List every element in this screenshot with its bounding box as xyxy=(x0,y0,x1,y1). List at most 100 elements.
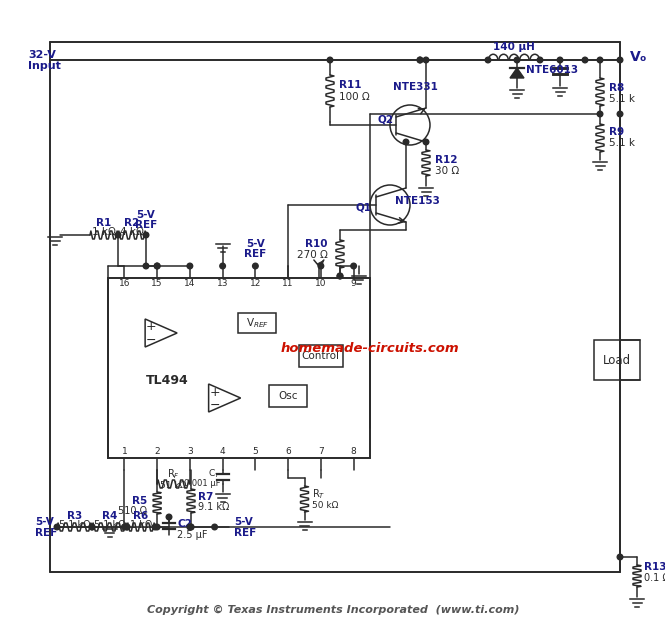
Circle shape xyxy=(318,263,324,269)
Bar xyxy=(238,313,277,333)
Circle shape xyxy=(485,57,491,63)
Circle shape xyxy=(152,524,158,530)
Circle shape xyxy=(143,263,149,269)
Text: R2: R2 xyxy=(124,218,140,228)
Text: R12: R12 xyxy=(435,155,458,165)
Circle shape xyxy=(188,524,194,530)
Circle shape xyxy=(537,57,543,63)
Text: Control: Control xyxy=(302,351,340,361)
Text: 13: 13 xyxy=(217,280,228,288)
Text: 9: 9 xyxy=(350,280,356,288)
Text: 4: 4 xyxy=(220,447,225,456)
Text: 50 kΩ: 50 kΩ xyxy=(313,502,339,510)
Text: NTE153: NTE153 xyxy=(395,196,440,206)
Circle shape xyxy=(154,263,160,269)
Circle shape xyxy=(188,524,194,530)
Text: 2.5 μF: 2.5 μF xyxy=(177,530,207,540)
Circle shape xyxy=(122,524,127,530)
Text: R5: R5 xyxy=(132,496,147,506)
Circle shape xyxy=(166,514,172,520)
Text: 0.001 μF: 0.001 μF xyxy=(184,478,221,488)
Text: Vₒ: Vₒ xyxy=(630,50,648,64)
Text: R6: R6 xyxy=(134,511,148,521)
Text: 5-V: 5-V xyxy=(246,239,265,249)
Circle shape xyxy=(557,57,563,63)
Text: 7: 7 xyxy=(318,447,324,456)
Circle shape xyxy=(253,263,258,269)
Circle shape xyxy=(597,57,602,63)
Circle shape xyxy=(89,524,95,530)
Bar xyxy=(269,385,307,407)
Circle shape xyxy=(220,263,225,269)
Circle shape xyxy=(423,57,429,63)
Circle shape xyxy=(417,57,423,63)
Text: V$_{REF}$: V$_{REF}$ xyxy=(246,316,269,330)
Text: 9.1 kΩ: 9.1 kΩ xyxy=(198,502,229,512)
Text: 270 Ω: 270 Ω xyxy=(297,250,328,260)
Text: −: − xyxy=(209,399,220,411)
Text: 5.1 k: 5.1 k xyxy=(609,94,635,104)
Text: 510 Ω: 510 Ω xyxy=(118,506,147,516)
Text: +: + xyxy=(146,321,156,334)
Text: REF: REF xyxy=(234,528,256,538)
Text: 1 kΩ: 1 kΩ xyxy=(130,520,152,530)
Circle shape xyxy=(351,263,356,269)
Circle shape xyxy=(617,57,623,63)
Text: Input: Input xyxy=(28,61,61,71)
Circle shape xyxy=(115,232,121,238)
Text: 1: 1 xyxy=(122,447,127,456)
Text: 5.1 kΩ: 5.1 kΩ xyxy=(94,520,125,530)
Text: Q1: Q1 xyxy=(356,202,372,212)
Bar xyxy=(108,278,370,458)
Circle shape xyxy=(337,273,342,279)
Text: R11: R11 xyxy=(339,80,362,90)
Circle shape xyxy=(143,232,149,238)
Text: 0.1 Ω: 0.1 Ω xyxy=(644,573,665,583)
Text: 16: 16 xyxy=(118,280,130,288)
Circle shape xyxy=(154,263,160,269)
Circle shape xyxy=(337,273,342,279)
Text: 5.1 kΩ: 5.1 kΩ xyxy=(59,520,90,530)
Text: homemade-circuits.com: homemade-circuits.com xyxy=(281,341,460,355)
Text: 5: 5 xyxy=(253,447,258,456)
Text: 140 μH: 140 μH xyxy=(493,42,535,52)
Text: 12: 12 xyxy=(249,280,261,288)
Text: R$_F$: R$_F$ xyxy=(167,467,180,481)
Text: NTE331: NTE331 xyxy=(392,82,438,92)
Text: Q2: Q2 xyxy=(378,115,394,125)
Text: 100 Ω: 100 Ω xyxy=(339,92,370,102)
Text: R10: R10 xyxy=(305,239,328,249)
Text: Load: Load xyxy=(603,353,631,367)
Text: 5.1 k: 5.1 k xyxy=(609,138,635,148)
Text: 51 kΩ: 51 kΩ xyxy=(160,481,187,490)
Text: 30 Ω: 30 Ω xyxy=(435,166,460,176)
Text: −: − xyxy=(146,334,156,346)
Circle shape xyxy=(187,524,193,530)
Circle shape xyxy=(417,57,423,63)
Circle shape xyxy=(327,57,332,63)
Bar xyxy=(594,340,640,380)
Circle shape xyxy=(582,57,588,63)
Text: 32-V: 32-V xyxy=(28,50,56,60)
Text: 6: 6 xyxy=(285,447,291,456)
Text: Osc: Osc xyxy=(279,391,298,401)
Text: Copyright © Texas Instruments Incorporated  (www.ti.com): Copyright © Texas Instruments Incorporat… xyxy=(147,605,519,615)
Text: R3: R3 xyxy=(67,511,82,521)
Circle shape xyxy=(187,263,193,269)
Text: C$_T$: C$_T$ xyxy=(208,468,221,480)
Text: 8: 8 xyxy=(350,447,356,456)
Circle shape xyxy=(124,524,130,530)
Circle shape xyxy=(154,524,160,530)
Text: REF: REF xyxy=(35,528,57,538)
Text: REF: REF xyxy=(135,220,157,230)
Text: 2: 2 xyxy=(154,447,160,456)
Circle shape xyxy=(124,524,130,530)
Polygon shape xyxy=(510,68,524,78)
Circle shape xyxy=(597,111,602,117)
Text: 4 kΩ: 4 kΩ xyxy=(120,227,144,237)
Text: 5-V: 5-V xyxy=(234,517,253,527)
Text: 15: 15 xyxy=(152,280,163,288)
Text: R4: R4 xyxy=(102,511,117,521)
Circle shape xyxy=(617,111,623,117)
Text: 11: 11 xyxy=(283,280,294,288)
